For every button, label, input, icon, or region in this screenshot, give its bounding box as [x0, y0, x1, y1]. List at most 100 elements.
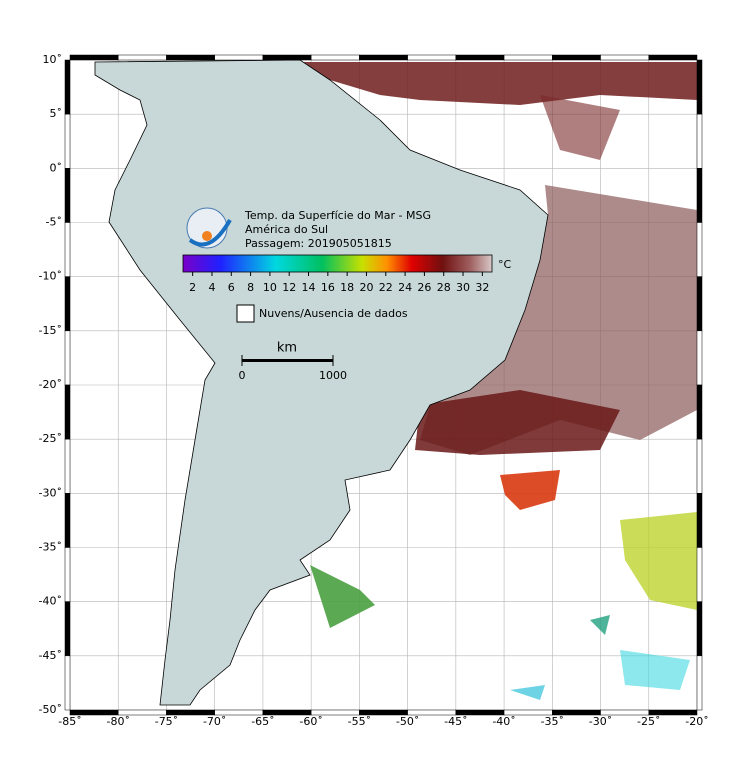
frame-band — [310, 54, 360, 61]
frame-band — [552, 54, 601, 61]
lat-tick-label: -20˚ — [39, 378, 62, 391]
lon-tick-label: -75˚ — [155, 715, 178, 728]
colorbar-tick-label: 2 — [189, 281, 196, 294]
sst-patch — [500, 470, 560, 510]
title-line: Passagem: 201905051815 — [245, 237, 392, 250]
lat-tick-label: -45˚ — [39, 649, 62, 662]
frame-band — [407, 54, 457, 61]
frame-band — [64, 276, 71, 332]
lon-tick-label: -40˚ — [492, 715, 515, 728]
lon-tick-label: -30˚ — [589, 715, 612, 728]
frame-band — [503, 54, 553, 61]
sst-patch — [300, 62, 697, 105]
colorbar-tick-label: 6 — [228, 281, 235, 294]
scale-bar: 0 1000 — [239, 355, 347, 382]
colorbar-tick-label: 4 — [208, 281, 215, 294]
frame-band — [600, 54, 650, 61]
sst-patch — [620, 650, 690, 690]
frame-band — [64, 59, 71, 115]
colorbar-tick-label: 32 — [475, 281, 489, 294]
colorbar-unit: °C — [498, 258, 512, 271]
lon-tick-label: -20˚ — [685, 715, 708, 728]
scale-unit: km — [277, 341, 297, 356]
frame-band — [696, 168, 703, 223]
sst-patch — [620, 512, 697, 610]
scale-bar-body — [242, 359, 333, 362]
colorbar-tick-label: 28 — [437, 281, 451, 294]
lon-tick-label: -70˚ — [203, 715, 226, 728]
frame-band — [166, 54, 215, 61]
lon-tick-label: -45˚ — [444, 715, 467, 728]
frame-band — [696, 113, 703, 169]
frame-band — [214, 54, 264, 61]
frame-band — [696, 222, 703, 277]
colorbar-tick-label: 26 — [417, 281, 431, 294]
frame-band — [696, 276, 703, 332]
logo — [186, 207, 232, 249]
legend-swatch — [236, 304, 255, 323]
frame-band — [696, 547, 703, 602]
logo-arc — [188, 219, 232, 247]
frame-band — [648, 709, 698, 716]
frame-band — [69, 54, 119, 61]
frame-band — [696, 601, 703, 657]
lat-tick-label: -15˚ — [39, 324, 62, 337]
frame-band — [648, 54, 698, 61]
lon-tick-label: -85˚ — [58, 715, 81, 728]
lon-tick-label: -50˚ — [396, 715, 419, 728]
sst-patch — [510, 685, 545, 700]
lon-tick-label: -80˚ — [106, 715, 129, 728]
lat-tick-label: -10˚ — [39, 270, 62, 283]
frame-band — [696, 330, 703, 386]
lat-tick-label: -40˚ — [39, 595, 62, 608]
lat-tick-label: 10˚ — [43, 53, 63, 66]
logo-sun — [202, 231, 212, 241]
axis-labels: -85˚ -80˚ -75˚ -70˚ -65˚ -60˚ -55˚ -50˚ -45˚ -40˚… — [39, 53, 709, 728]
colorbar-tick-label: 18 — [340, 281, 354, 294]
colorbar — [182, 254, 493, 273]
frame-band — [64, 547, 71, 602]
lon-tick-label: -25˚ — [637, 715, 660, 728]
frame-band — [64, 384, 71, 440]
colorbar-tick-label: 10 — [263, 281, 277, 294]
sst-patch — [415, 390, 620, 455]
frame — [64, 54, 703, 716]
title-line: América do Sul — [245, 223, 328, 236]
lat-tick-label: -25˚ — [39, 432, 62, 445]
lat-tick-label: 5˚ — [50, 107, 63, 120]
frame-band — [359, 54, 408, 61]
frame-band — [64, 168, 71, 223]
frame-band — [696, 384, 703, 440]
frame-band — [64, 330, 71, 386]
frame-band — [455, 54, 505, 61]
lon-tick-label: -60˚ — [299, 715, 322, 728]
frame-band — [696, 59, 703, 115]
lat-tick-label: 0˚ — [50, 161, 63, 174]
lat-tick-label: -5˚ — [46, 216, 62, 229]
lon-tick-label: -35˚ — [541, 715, 564, 728]
frame-band — [64, 493, 71, 548]
frame-band — [262, 54, 312, 61]
lat-tick-label: -50˚ — [39, 703, 62, 716]
lat-tick-label: -35˚ — [39, 541, 62, 554]
colorbar-tick-label: 24 — [398, 281, 412, 294]
lon-tick-label: -65˚ — [251, 715, 274, 728]
sst-patch — [310, 565, 375, 628]
frame-band — [696, 493, 703, 548]
lat-tick-label: -30˚ — [39, 486, 62, 499]
colorbar-tick-label: 14 — [302, 281, 316, 294]
sst-patch — [590, 615, 610, 635]
colorbar-tick-label: 20 — [359, 281, 373, 294]
frame-band — [64, 113, 71, 169]
colorbar-ticks: 2 4 6 8 10 12 14 16 18 20 22 24 26 28 30 32 — [189, 272, 489, 294]
colorbar-tick-label: 16 — [321, 281, 335, 294]
frame-band — [696, 655, 703, 711]
colorbar-tick-label: 12 — [282, 281, 296, 294]
frame-band — [64, 438, 71, 494]
scale-tick-label: 1000 — [319, 369, 347, 382]
title-line: Temp. da Superfície do Mar - MSG — [244, 209, 431, 222]
colorbar-tick-label: 8 — [247, 281, 254, 294]
sst-patch — [420, 185, 697, 455]
frame-band — [696, 438, 703, 494]
